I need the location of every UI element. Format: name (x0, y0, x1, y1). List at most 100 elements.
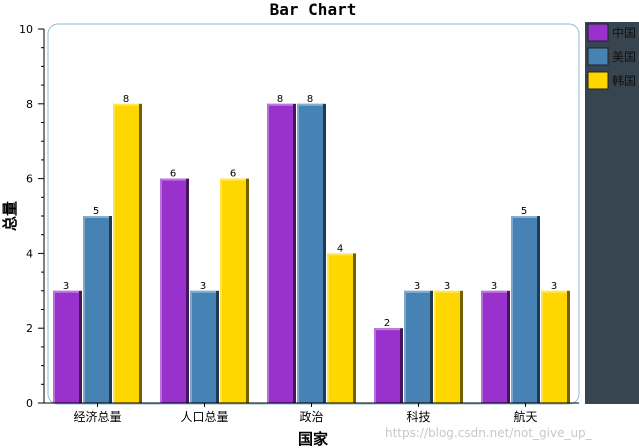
bar-top (83, 216, 109, 218)
bar-edge (404, 290, 406, 403)
bar-edge (481, 290, 483, 403)
bar (220, 178, 249, 403)
bar-side (293, 103, 296, 404)
bar-edge (511, 216, 513, 403)
bar-face (511, 216, 537, 403)
bar (404, 290, 433, 403)
data-label: 5 (93, 206, 99, 217)
bar-side (353, 253, 356, 403)
bar-edge (113, 103, 115, 404)
bar (541, 290, 570, 403)
bar-top (511, 216, 537, 218)
y-axis-ticks: 0 2 4 6 8 10 (19, 23, 44, 410)
bar-face (481, 290, 507, 403)
bar-edge (297, 103, 299, 404)
bar-top (297, 103, 323, 106)
bar-top (160, 178, 186, 181)
bar-edge (53, 290, 55, 403)
bar-face (374, 328, 400, 403)
bar-side (246, 178, 249, 403)
bar-side (400, 328, 403, 403)
y-tick-label: 8 (26, 98, 33, 111)
y-tick-label: 2 (26, 322, 33, 335)
data-label: 6 (170, 169, 176, 180)
bar (374, 328, 403, 403)
bar-side (507, 290, 510, 403)
bar-top (113, 103, 139, 106)
bar-edge (434, 290, 436, 403)
bar-side (567, 290, 570, 403)
data-label: 8 (277, 94, 283, 105)
bar-face (404, 290, 430, 403)
bar-edge (190, 290, 192, 403)
data-label: 3 (444, 281, 450, 292)
bar (83, 216, 112, 403)
bar-top (434, 290, 460, 293)
x-tick-label: 政治 (299, 410, 323, 424)
legend-swatch (587, 47, 609, 66)
x-tick-label: 科技 (406, 410, 430, 424)
x-tick-label: 航天 (513, 409, 537, 424)
bar-side (186, 178, 189, 403)
legend-swatch (587, 23, 609, 42)
bar-face (113, 103, 139, 404)
bar-side (537, 216, 540, 403)
y-axis-title: 总量 (1, 201, 19, 231)
bar (113, 103, 142, 404)
bar-top (53, 290, 79, 293)
data-label: 3 (200, 281, 206, 292)
bar-edge (160, 178, 162, 403)
y-tick-label: 6 (26, 173, 33, 186)
bar-top (267, 103, 293, 106)
data-label: 5 (521, 206, 527, 217)
bar-edge (541, 290, 543, 403)
bar-edge (267, 103, 269, 404)
data-label: 2 (384, 318, 390, 329)
bar-top (404, 290, 430, 293)
bar-face (267, 103, 293, 404)
bar-side (139, 103, 142, 404)
bars-group: 3 5 8 6 3 6 8 8 4 2 3 3 3 5 3 (53, 94, 570, 404)
watermark-text: https://blog.csdn.net/not_give_up_ (385, 426, 593, 440)
bar (327, 253, 356, 403)
bar-face (541, 290, 567, 403)
data-label: 6 (230, 169, 236, 180)
y-tick-label: 10 (19, 23, 33, 36)
bar-top (327, 253, 353, 256)
bar-edge (83, 216, 85, 403)
legend-swatch (587, 71, 609, 90)
bar (160, 178, 189, 403)
bar-face (297, 103, 323, 404)
chart-title: Bar Chart (270, 0, 357, 19)
bar (481, 290, 510, 403)
data-label: 3 (491, 281, 497, 292)
bar-side (430, 290, 433, 403)
bar-top (190, 290, 216, 293)
bar (297, 103, 326, 404)
y-tick-label: 4 (26, 247, 33, 260)
bar-side (323, 103, 326, 404)
bar (190, 290, 219, 403)
bar-edge (327, 253, 329, 403)
x-axis-title: 国家 (298, 430, 328, 448)
bar-face (83, 216, 109, 403)
x-tick-label: 经济总量 (73, 409, 121, 424)
bar-face (53, 290, 79, 403)
data-label: 3 (63, 281, 69, 292)
bar-edge (220, 178, 222, 403)
data-label: 4 (337, 243, 343, 254)
bar-top (220, 178, 246, 181)
bar (53, 290, 82, 403)
bar-edge (374, 328, 376, 403)
data-label: 3 (414, 281, 420, 292)
legend-label: 韩国 (612, 73, 636, 88)
bar (267, 103, 296, 404)
data-label: 8 (307, 94, 313, 105)
y-tick-label: 0 (26, 397, 33, 410)
bar-side (216, 290, 219, 403)
bar-top (374, 328, 400, 331)
legend-label: 中国 (612, 25, 636, 40)
bar-face (434, 290, 460, 403)
data-label: 3 (551, 281, 557, 292)
